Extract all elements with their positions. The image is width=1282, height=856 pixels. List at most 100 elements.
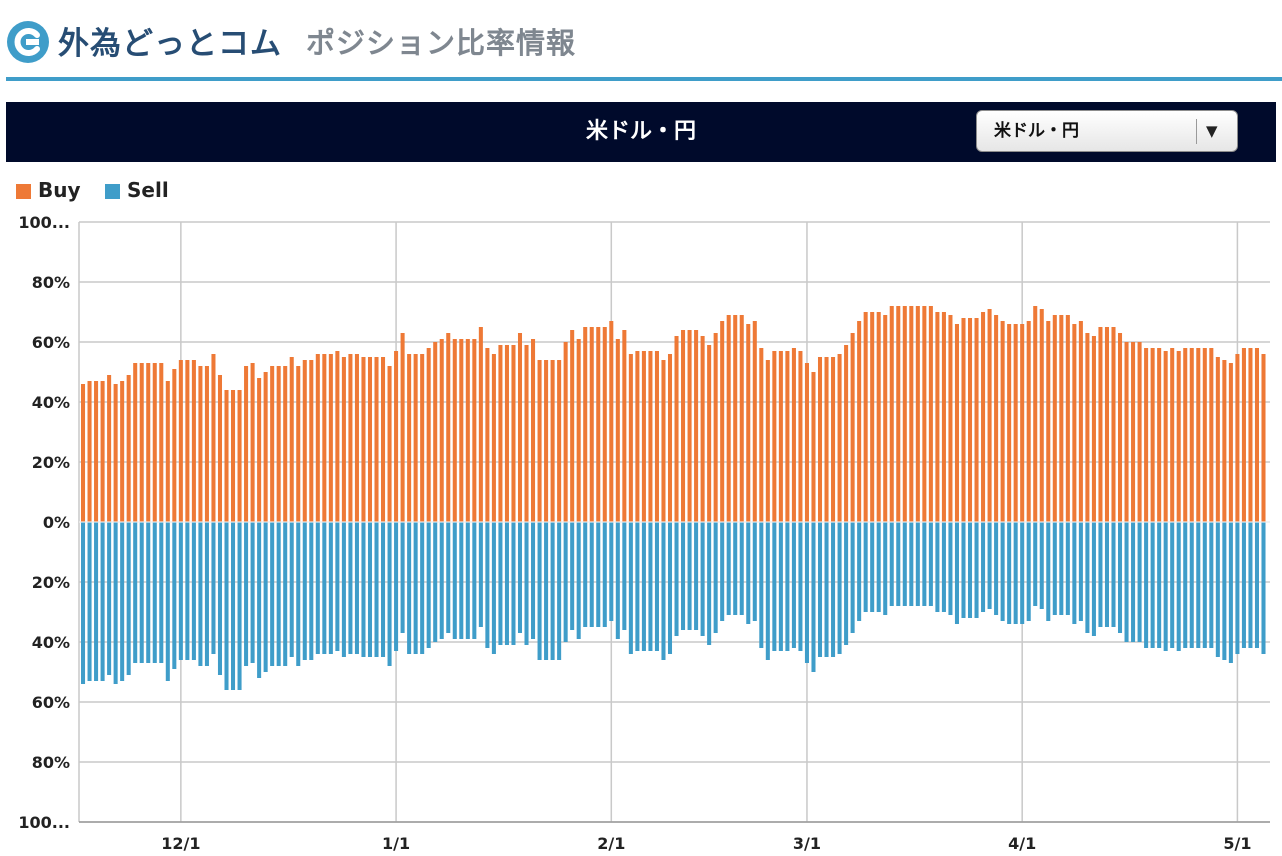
buy-bar	[341, 357, 346, 522]
sell-bar	[1026, 522, 1031, 621]
sell-bar	[413, 522, 418, 654]
buy-bar	[276, 366, 281, 522]
sell-bar	[987, 522, 992, 609]
position-ratio-chart: 100... 80% 60% 40% 20% 0% 20% 40% 60% 80% 100... 12…	[18, 213, 1270, 853]
buy-bar	[1117, 333, 1123, 522]
buy-bar	[1039, 309, 1044, 522]
buy-bar	[1085, 333, 1090, 522]
buy-bar	[674, 336, 679, 522]
buy-bar	[498, 345, 503, 522]
sell-bar	[863, 522, 868, 612]
buy-bar	[400, 333, 405, 522]
sell-bar	[896, 522, 901, 606]
buy-bar	[1248, 348, 1253, 522]
sell-bar	[1209, 522, 1214, 648]
legend-label-sell: Sell	[127, 178, 169, 202]
sell-bar	[1202, 522, 1207, 648]
buy-bar	[1261, 354, 1266, 522]
y-tick-label: 0%	[43, 513, 70, 532]
sell-bar	[720, 522, 725, 621]
x-tick-label: 4/1	[1008, 834, 1036, 853]
buy-bar	[863, 312, 868, 522]
buy-bar	[622, 330, 627, 522]
buy-bar	[283, 366, 288, 522]
y-tick-label: 80%	[32, 273, 70, 292]
sell-bar	[100, 522, 105, 681]
buy-bar	[381, 357, 386, 522]
buy-bar	[257, 378, 262, 522]
brand-name[interactable]: 外為どっとコム	[58, 26, 282, 62]
buy-bar	[870, 312, 875, 522]
buy-bar	[1157, 348, 1162, 522]
buy-bar	[713, 333, 718, 522]
x-tick-label: 2/1	[597, 834, 625, 853]
buy-bar	[850, 333, 855, 522]
sell-bar	[661, 522, 666, 660]
buy-bar	[204, 366, 209, 522]
sell-bar	[889, 522, 894, 606]
sell-bar	[1078, 522, 1083, 621]
buy-bar	[394, 351, 399, 522]
sell-bar	[237, 522, 242, 690]
sell-bar	[296, 522, 301, 666]
sell-bar	[1144, 522, 1149, 648]
buy-bar	[628, 354, 633, 522]
fx-logo-icon[interactable]	[6, 20, 50, 64]
sell-bar	[159, 522, 164, 663]
sell-bar	[302, 522, 307, 660]
buy-bar	[915, 306, 920, 522]
buy-bar	[120, 381, 125, 522]
sell-bar	[263, 522, 268, 672]
sell-bar	[726, 522, 731, 615]
sell-bar	[654, 522, 659, 651]
sell-bar	[400, 522, 405, 633]
sell-bar	[798, 522, 803, 651]
buy-bar	[354, 354, 359, 522]
sell-bar	[270, 522, 275, 666]
sell-bar	[778, 522, 783, 651]
buy-bar	[1189, 348, 1194, 522]
buy-bar	[726, 315, 731, 522]
buy-bar	[654, 351, 659, 522]
buy-bar	[315, 354, 320, 522]
buy-bar	[387, 366, 392, 522]
buy-bar	[544, 360, 549, 522]
sell-bar	[739, 522, 744, 615]
buy-bar	[289, 357, 294, 522]
sell-bar	[348, 522, 353, 654]
buy-bar	[1241, 348, 1246, 522]
y-tick-label: 40%	[32, 633, 70, 652]
buy-bar	[765, 360, 770, 522]
sell-bar	[485, 522, 490, 648]
buy-bar	[420, 354, 425, 522]
buy-bar	[178, 360, 183, 522]
sell-bar	[87, 522, 92, 681]
buy-bar	[681, 330, 686, 522]
sell-bar	[941, 522, 946, 612]
currency-pair-select[interactable]: 米ドル・円 ▼	[976, 110, 1238, 152]
buy-bar	[537, 360, 542, 522]
select-separator	[1196, 119, 1197, 144]
buy-bar	[1007, 324, 1012, 522]
sell-bar	[791, 522, 796, 648]
buy-bar	[1254, 348, 1259, 522]
sell-bar	[1020, 522, 1025, 624]
buy-bar	[707, 345, 712, 522]
sell-bar	[550, 522, 555, 660]
buy-bar	[583, 327, 588, 522]
sell-bar	[1007, 522, 1012, 624]
buy-bar	[557, 360, 562, 522]
sell-bar	[133, 522, 138, 663]
sell-bar	[831, 522, 836, 657]
sell-bar	[152, 522, 157, 663]
sell-bar	[231, 522, 236, 690]
sell-bar	[928, 522, 933, 606]
sell-bar	[322, 522, 327, 654]
sell-bar	[361, 522, 366, 657]
header-divider	[6, 77, 1282, 81]
sell-bar	[426, 522, 431, 648]
buy-bar	[107, 375, 112, 522]
triangle-down-icon[interactable]: ▼	[1206, 122, 1218, 140]
sell-bar	[315, 522, 320, 654]
sell-bar	[1117, 522, 1123, 633]
